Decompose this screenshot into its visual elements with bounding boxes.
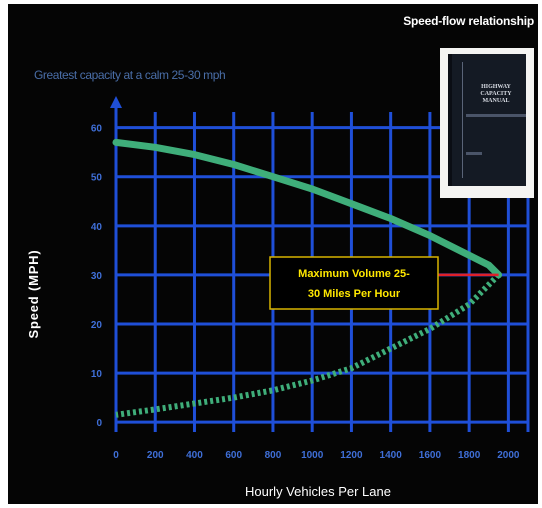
x-tick-label: 200 (147, 450, 164, 461)
uncongested-flow-curve (112, 138, 503, 279)
callout-text-line: Maximum Volume 25- (298, 268, 410, 280)
book-spine-line (462, 62, 463, 178)
y-tick-label: 40 (91, 222, 103, 233)
callout-text-line: 30 Miles Per Hour (308, 288, 401, 300)
x-tick-label: 2000 (497, 450, 520, 461)
x-axis-label: Hourly Vehicles Per Lane (245, 484, 391, 499)
x-tick-label: 1800 (458, 450, 481, 461)
y-axis-label: Speed (MPH) (26, 250, 41, 339)
book-subtitle-line (466, 114, 526, 117)
chart-subtitle: Greatest capacity at a calm 25-30 mph (34, 68, 226, 82)
x-tick-label: 400 (186, 450, 203, 461)
highway-capacity-manual-image: HIGHWAY CAPACITY MANUAL (440, 48, 534, 198)
book-footer-line (466, 152, 482, 155)
book-title: HIGHWAY CAPACITY MANUAL (480, 84, 512, 104)
y-tick-label: 20 (91, 320, 103, 331)
x-tick-label: 1400 (380, 450, 403, 461)
x-tick-label: 1600 (419, 450, 442, 461)
x-tick-label: 800 (265, 450, 282, 461)
book-cover: HIGHWAY CAPACITY MANUAL (448, 54, 526, 186)
slide-title: Speed-flow relationship (403, 14, 534, 28)
congested-flow-curve (115, 272, 501, 418)
y-tick-label: 30 (91, 271, 103, 282)
y-tick-label: 50 (91, 173, 103, 184)
x-tick-label: 1200 (340, 450, 363, 461)
y-tick-label: 60 (91, 124, 103, 135)
callout-box (269, 256, 439, 310)
y-tick-label: 0 (96, 418, 102, 429)
y-axis-arrow (110, 96, 122, 108)
slide: Speed-flow relationship Greatest capacit… (8, 4, 538, 504)
y-tick-label: 10 (91, 369, 103, 380)
x-tick-label: 600 (225, 450, 242, 461)
x-tick-label: 1000 (301, 450, 324, 461)
x-tick-label: 0 (113, 450, 119, 461)
